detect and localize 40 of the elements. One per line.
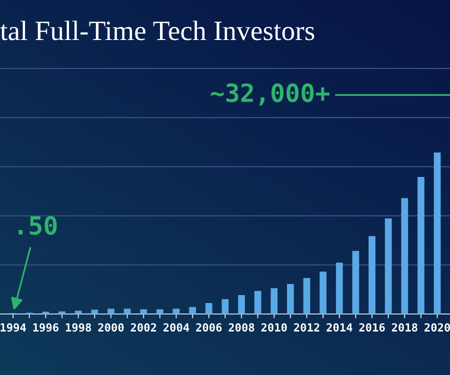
x-tick-label: 2008 xyxy=(228,323,254,332)
x-tick-label: 2002 xyxy=(130,323,156,332)
bar xyxy=(238,295,245,314)
chart-title: tal Full-Time Tech Investors xyxy=(0,20,314,40)
x-tick-label: 2018 xyxy=(392,323,418,332)
x-tick-label: 2016 xyxy=(359,323,385,332)
bar xyxy=(108,308,114,314)
x-tick-label: 2020 xyxy=(424,323,450,332)
annotation: .50 xyxy=(18,216,57,235)
bar xyxy=(254,290,262,314)
x-tick-label: 1998 xyxy=(66,323,91,332)
bar xyxy=(401,198,408,314)
bar xyxy=(287,284,294,314)
bar xyxy=(368,236,376,314)
x-tick-label: 2004 xyxy=(163,323,190,332)
x-tick-label: 1996 xyxy=(33,323,58,332)
x-tick-label: 2014 xyxy=(326,323,352,332)
text: ~32,000+ xyxy=(210,83,330,106)
bar xyxy=(270,288,278,314)
bar xyxy=(172,308,180,314)
x-tick-label: 2000 xyxy=(98,323,124,332)
bar xyxy=(418,177,424,314)
bar xyxy=(434,152,441,314)
bar xyxy=(189,307,196,314)
bar xyxy=(140,309,148,314)
bar xyxy=(336,262,343,314)
bar xyxy=(205,303,212,314)
bar xyxy=(58,311,66,314)
bar xyxy=(91,310,98,314)
bar xyxy=(222,299,229,314)
bar xyxy=(156,309,164,314)
x-tick-label: 2010 xyxy=(261,323,287,332)
bar xyxy=(384,218,392,314)
bar xyxy=(320,272,326,314)
x-tick-label: 2006 xyxy=(196,323,222,332)
bar xyxy=(124,308,131,314)
x-tick-label: 2012 xyxy=(294,323,320,332)
bar xyxy=(303,278,310,314)
bar xyxy=(352,250,360,314)
x-tick-label: 1994 xyxy=(0,323,26,332)
